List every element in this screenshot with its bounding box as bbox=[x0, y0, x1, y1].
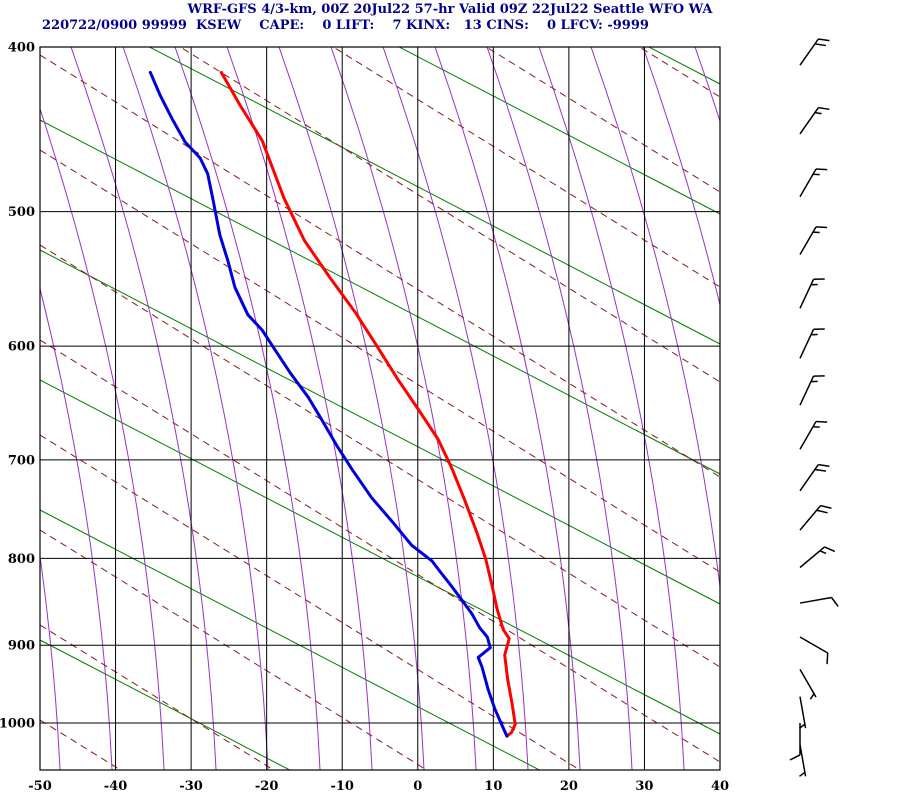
wind-barb bbox=[799, 636, 829, 665]
x-axis-label: 30 bbox=[635, 779, 653, 794]
wind-barb-column bbox=[789, 38, 839, 777]
x-axis-label: 0 bbox=[413, 779, 422, 794]
pressure-temperature-grid bbox=[39, 46, 721, 771]
x-axis-label: -30 bbox=[179, 779, 203, 794]
x-axis-label: -40 bbox=[104, 779, 128, 794]
wind-barb bbox=[799, 504, 832, 531]
moist-adiabat-lines bbox=[40, 47, 720, 770]
y-axis-label: 900 bbox=[8, 639, 35, 654]
wind-barb bbox=[799, 744, 807, 777]
wind-barb bbox=[799, 226, 828, 255]
y-axis-label: 500 bbox=[8, 205, 35, 220]
x-axis-label: -20 bbox=[255, 779, 279, 794]
wind-barb bbox=[799, 546, 836, 569]
wind-barb bbox=[799, 328, 825, 359]
y-axis-label: 800 bbox=[8, 552, 35, 567]
sounding-traces bbox=[148, 70, 517, 738]
wind-barb bbox=[799, 106, 830, 135]
wind-barb bbox=[799, 463, 830, 492]
wind-barb bbox=[799, 596, 839, 607]
chart-title: WRF-GFS 4/3-km, 00Z 20Jul22 57-hr Valid … bbox=[187, 2, 714, 17]
wind-barb bbox=[799, 38, 830, 66]
wind-barb bbox=[789, 722, 801, 761]
mixing-ratio-lines bbox=[40, 47, 720, 770]
wind-barb bbox=[799, 420, 828, 450]
axis-labels: -50 -40 -30 -20 -10 0 10 20 30 40 400 500 600 700 800 9… bbox=[0, 41, 729, 795]
y-axis-label: 1000 bbox=[0, 716, 35, 731]
wind-barb bbox=[799, 278, 825, 309]
temperature-trace bbox=[219, 70, 517, 738]
x-axis-label: 20 bbox=[560, 779, 578, 794]
wind-barb bbox=[799, 669, 817, 700]
x-axis-label: -50 bbox=[28, 779, 52, 794]
plot-border bbox=[39, 46, 721, 771]
wind-barb bbox=[799, 168, 828, 198]
wind-barb bbox=[799, 375, 825, 406]
x-axis-label: 10 bbox=[484, 779, 502, 794]
x-axis-label: -10 bbox=[330, 779, 354, 794]
dry-adiabat-lines bbox=[40, 47, 720, 770]
x-axis-label: 40 bbox=[711, 779, 729, 794]
chart-info-line: 220722/0900 99999 KSEW CAPE: 0 LIFT: 7 K… bbox=[42, 18, 649, 33]
y-axis-label: 400 bbox=[8, 41, 35, 56]
y-axis-label: 700 bbox=[8, 453, 35, 468]
y-axis-label: 600 bbox=[8, 340, 35, 355]
dewpoint-trace bbox=[148, 70, 509, 738]
